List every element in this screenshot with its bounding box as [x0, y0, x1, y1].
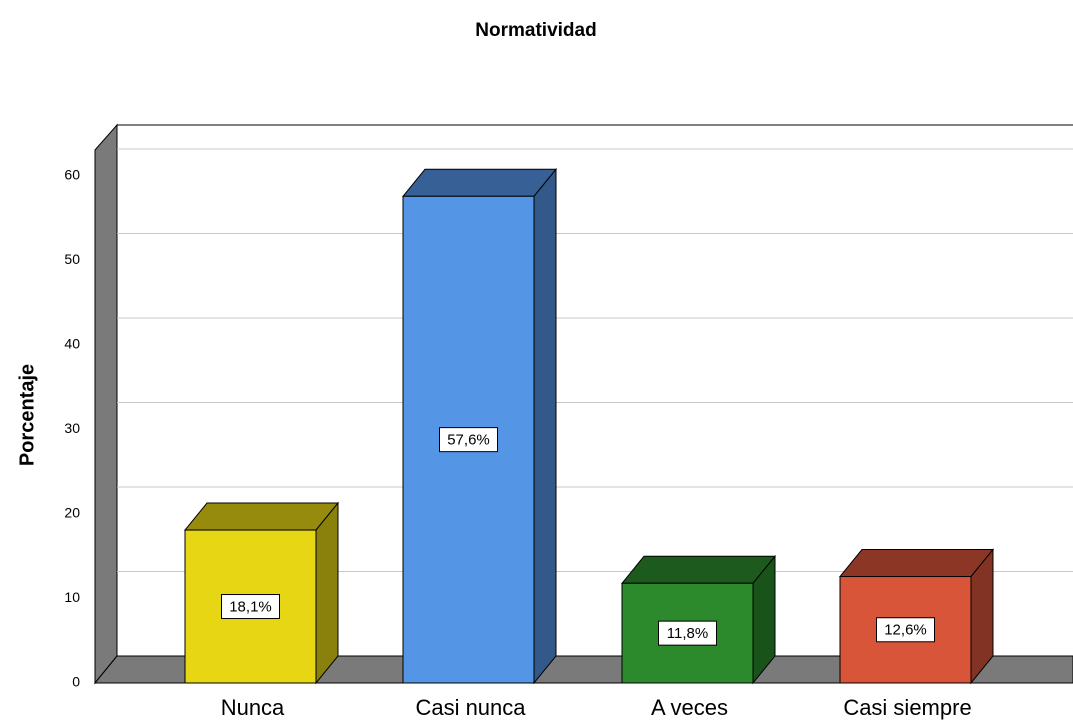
- left-wall: [94, 123, 118, 685]
- bar-top: [620, 555, 777, 584]
- bar-side: [315, 501, 339, 685]
- x-tick-label: A veces: [651, 695, 728, 720]
- value-label-box: [658, 620, 717, 646]
- x-tick-label: Casi siempre: [843, 695, 971, 720]
- value-label: 12,6%: [884, 622, 927, 639]
- y-tick-label: 0: [72, 674, 80, 690]
- bar-top: [401, 168, 558, 197]
- value-label: 11,8%: [667, 625, 708, 642]
- value-label-box: [439, 427, 498, 453]
- y-tick-label: 20: [64, 505, 80, 521]
- bar-top: [838, 549, 995, 578]
- y-tick-label: 40: [64, 336, 80, 352]
- bar-top: [183, 502, 340, 531]
- value-label: 57,6%: [447, 432, 490, 449]
- bar-side: [533, 167, 557, 685]
- y-tick-label: 10: [64, 589, 80, 605]
- value-label-box: [876, 617, 935, 643]
- x-tick-label: Casi nunca: [415, 695, 526, 720]
- y-tick-label: 30: [64, 420, 80, 436]
- y-tick-label: 60: [64, 167, 80, 183]
- x-tick-label: Nunca: [221, 695, 285, 720]
- value-label: 18,1%: [229, 598, 272, 615]
- chart-title: Normatividad: [475, 20, 596, 41]
- y-tick-label: 50: [64, 251, 80, 267]
- y-axis-label: Porcentaje: [16, 364, 38, 466]
- value-label-box: [221, 594, 280, 620]
